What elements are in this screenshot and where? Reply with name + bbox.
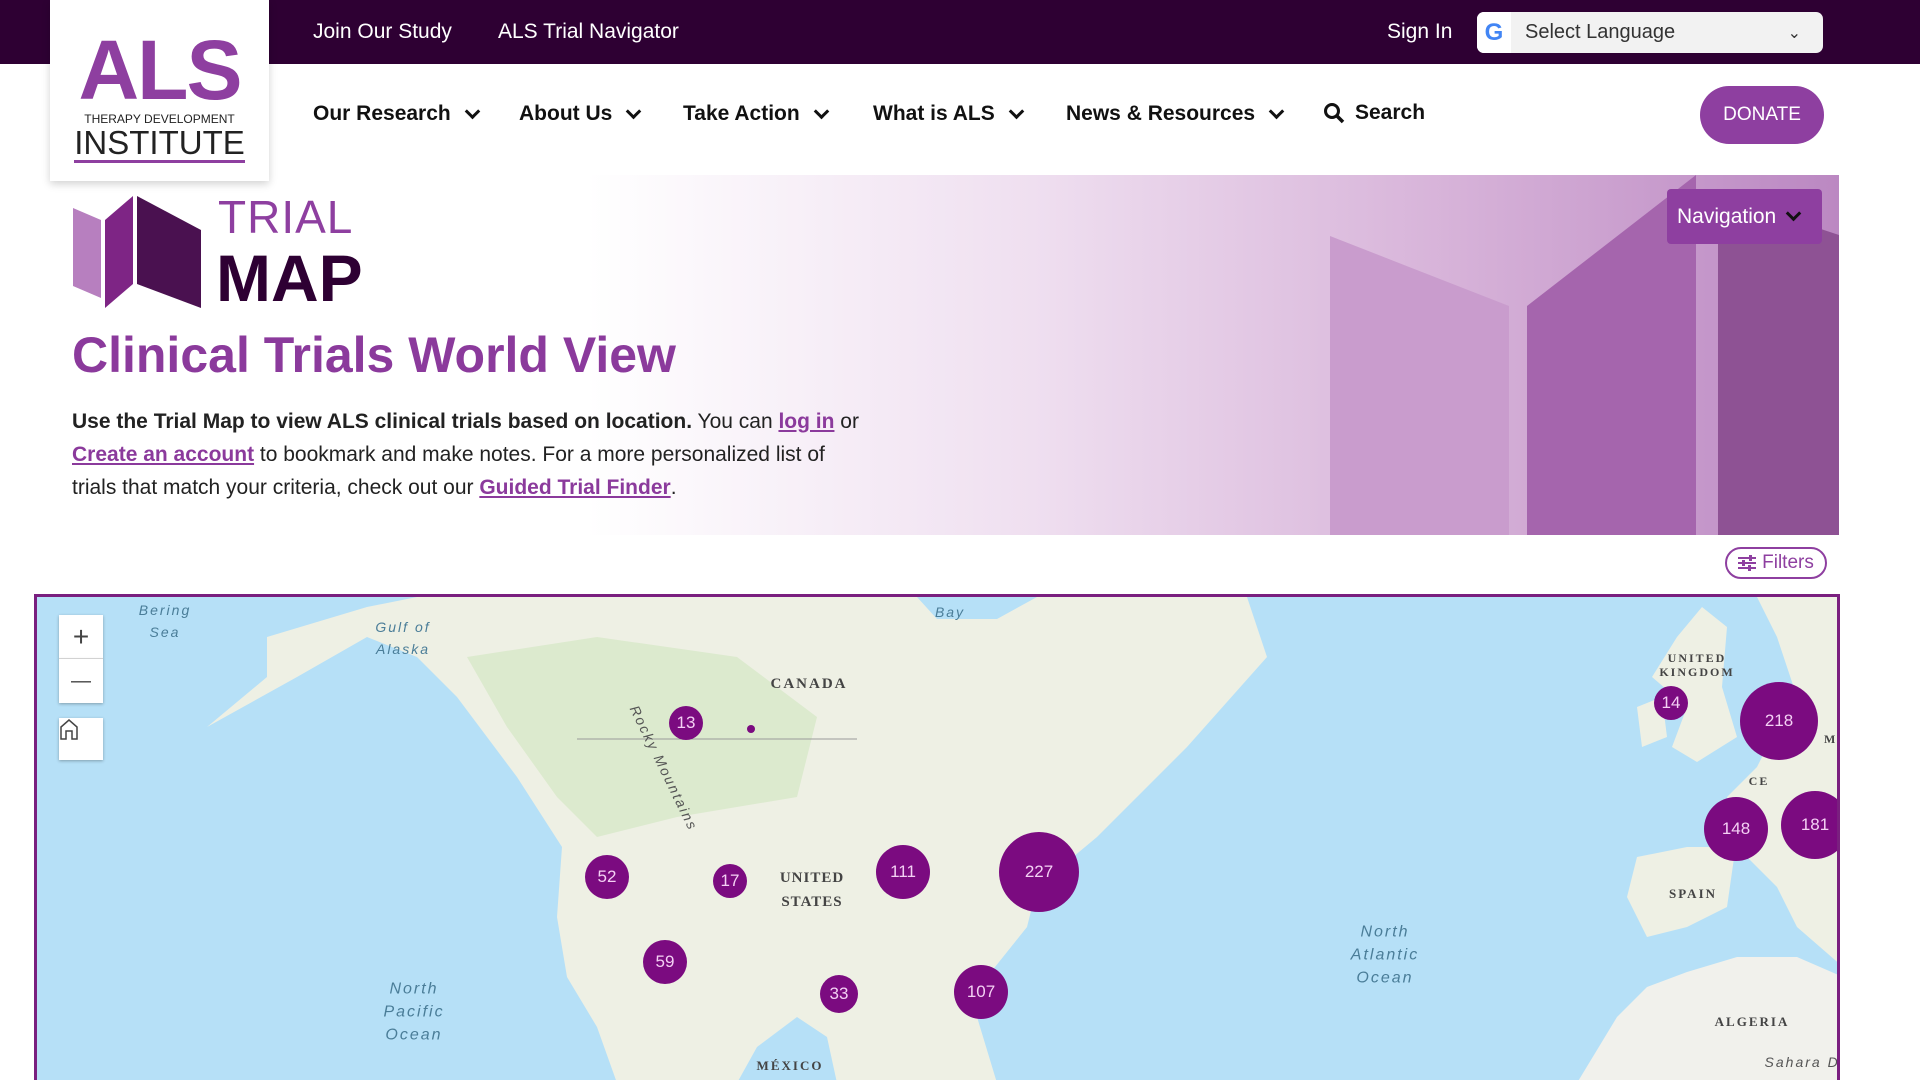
nav-label: Our Research [313,102,451,125]
als-trial-navigator-link[interactable]: ALS Trial Navigator [498,20,679,43]
map-label-bay: Bay [934,604,966,620]
country-label-mexico: MÉXICO [756,1058,824,1073]
search-icon [1324,103,1345,124]
cluster-marker[interactable]: 111 [876,845,930,899]
map-label-sahara: Sahara De [1764,1054,1840,1070]
cluster-marker[interactable]: 148 [1704,797,1768,861]
sliders-icon [1738,555,1757,571]
chevron-down-icon [1785,205,1802,222]
filters-button[interactable]: Filters [1725,547,1827,579]
nav-label: News & Resources [1066,102,1256,125]
google-icon: G [1477,12,1511,53]
nav-our-research[interactable]: Our Research [313,102,481,126]
navigation-label: Navigation [1677,204,1777,228]
country-label-uk: UNITED KINGDOM [1659,651,1735,679]
language-select-value: Select Language [1525,21,1676,43]
north-america-land [207,597,1267,1080]
cluster-marker[interactable]: 227 [999,832,1079,912]
forest-region [467,637,817,837]
navigation-dropdown[interactable]: Navigation [1667,189,1822,244]
nav-label: About Us [519,102,613,125]
top-bar: Join Our Study ALS Trial Navigator Sign … [0,0,1920,64]
cluster-marker[interactable]: 59 [643,940,687,984]
hero-banner [50,175,1839,535]
map-label-gulf-of-alaska: Gulf of Alaska [375,619,431,657]
create-account-link[interactable]: Create an account [72,443,255,466]
zoom-out-button[interactable]: — [59,659,103,703]
cluster-marker[interactable]: 17 [713,864,747,898]
map-label-north-atlantic: North Atlantic Ocean [1350,923,1420,987]
cluster-marker[interactable]: 52 [585,855,629,899]
nav-about-us[interactable]: About Us [519,102,642,126]
language-select[interactable]: G Select Language ⌄ [1477,12,1823,53]
cluster-marker[interactable]: 107 [954,965,1008,1019]
chevron-down-icon [1008,103,1025,119]
guided-trial-finder-link[interactable]: Guided Trial Finder [479,476,671,499]
home-icon [60,719,78,740]
country-label-germany: MA [1824,732,1838,746]
chevron-down-icon [626,103,642,119]
als-tdi-logo[interactable]: ALS THERAPY DEVELOPMENT INSTITUTE [50,0,269,181]
country-label-spain: SPAIN [1668,886,1718,901]
chevron-down-icon [1268,103,1285,119]
trial-map-wordmark-trial: TRIAL [218,191,354,243]
page-title: Clinical Trials World View [72,327,676,383]
europe-land [1627,597,1837,962]
intro-text: You can [692,410,779,433]
donate-button[interactable]: DONATE [1700,86,1824,144]
trial-map-wordmark-map: MAP [216,241,363,315]
logo-institute: INSTITUTE [74,124,245,163]
country-label-france: CE [1748,774,1770,788]
trial-point-marker[interactable] [747,725,755,733]
chevron-down-icon [464,103,481,119]
nav-label: Take Action [683,102,800,125]
chevron-down-icon [813,103,829,119]
africa-land [1578,957,1837,1080]
nav-label: What is ALS [873,102,995,125]
chevron-down-icon: ⌄ [1787,24,1801,42]
nav-what-is-als[interactable]: What is ALS [873,102,1025,126]
map-basemap [207,597,1837,1080]
banner-shapes [1330,175,1839,535]
nav-news-resources[interactable]: News & Resources [1066,102,1285,126]
zoom-in-button[interactable]: + [59,615,103,659]
map-label-north-pacific: North Pacific Ocean [383,980,445,1044]
nav-take-action[interactable]: Take Action [683,102,829,126]
join-our-study-link[interactable]: Join Our Study [313,20,452,43]
intro-bold: Use the Trial Map to view ALS clinical t… [72,410,693,433]
search-label: Search [1355,101,1426,124]
cluster-marker[interactable]: 13 [669,706,703,740]
log-in-link[interactable]: log in [778,410,835,433]
cluster-marker[interactable]: 181 [1781,791,1837,859]
map-label-bering-sea: Bering Sea [138,602,192,640]
intro-text: . [670,476,677,499]
trial-map-logo-icon [73,196,201,308]
intro-text: or [834,410,859,433]
sign-in-link[interactable]: Sign In [1387,20,1453,43]
logo-subtitle: THERAPY DEVELOPMENT [84,112,235,126]
cluster-marker[interactable]: 218 [1740,682,1818,760]
search-button[interactable]: Search [1323,101,1425,125]
uk-land [1652,607,1737,762]
home-button[interactable] [59,718,103,760]
filters-label: Filters [1762,552,1814,573]
cluster-marker[interactable]: 14 [1654,686,1688,720]
country-label-canada: CANADA [770,676,848,692]
trial-map[interactable]: + — Bering Sea Gulf of Alaska Bay North … [34,594,1840,1080]
country-label-algeria: ALGERIA [1714,1014,1790,1029]
intro-text: to bookmark and make notes. For a more p… [72,443,825,499]
cluster-marker[interactable]: 33 [820,975,858,1013]
logo-als: ALS [78,23,243,117]
intro-paragraph: Use the Trial Map to view ALS clinical t… [72,405,872,504]
country-label-us: UNITED STATES [779,870,845,910]
